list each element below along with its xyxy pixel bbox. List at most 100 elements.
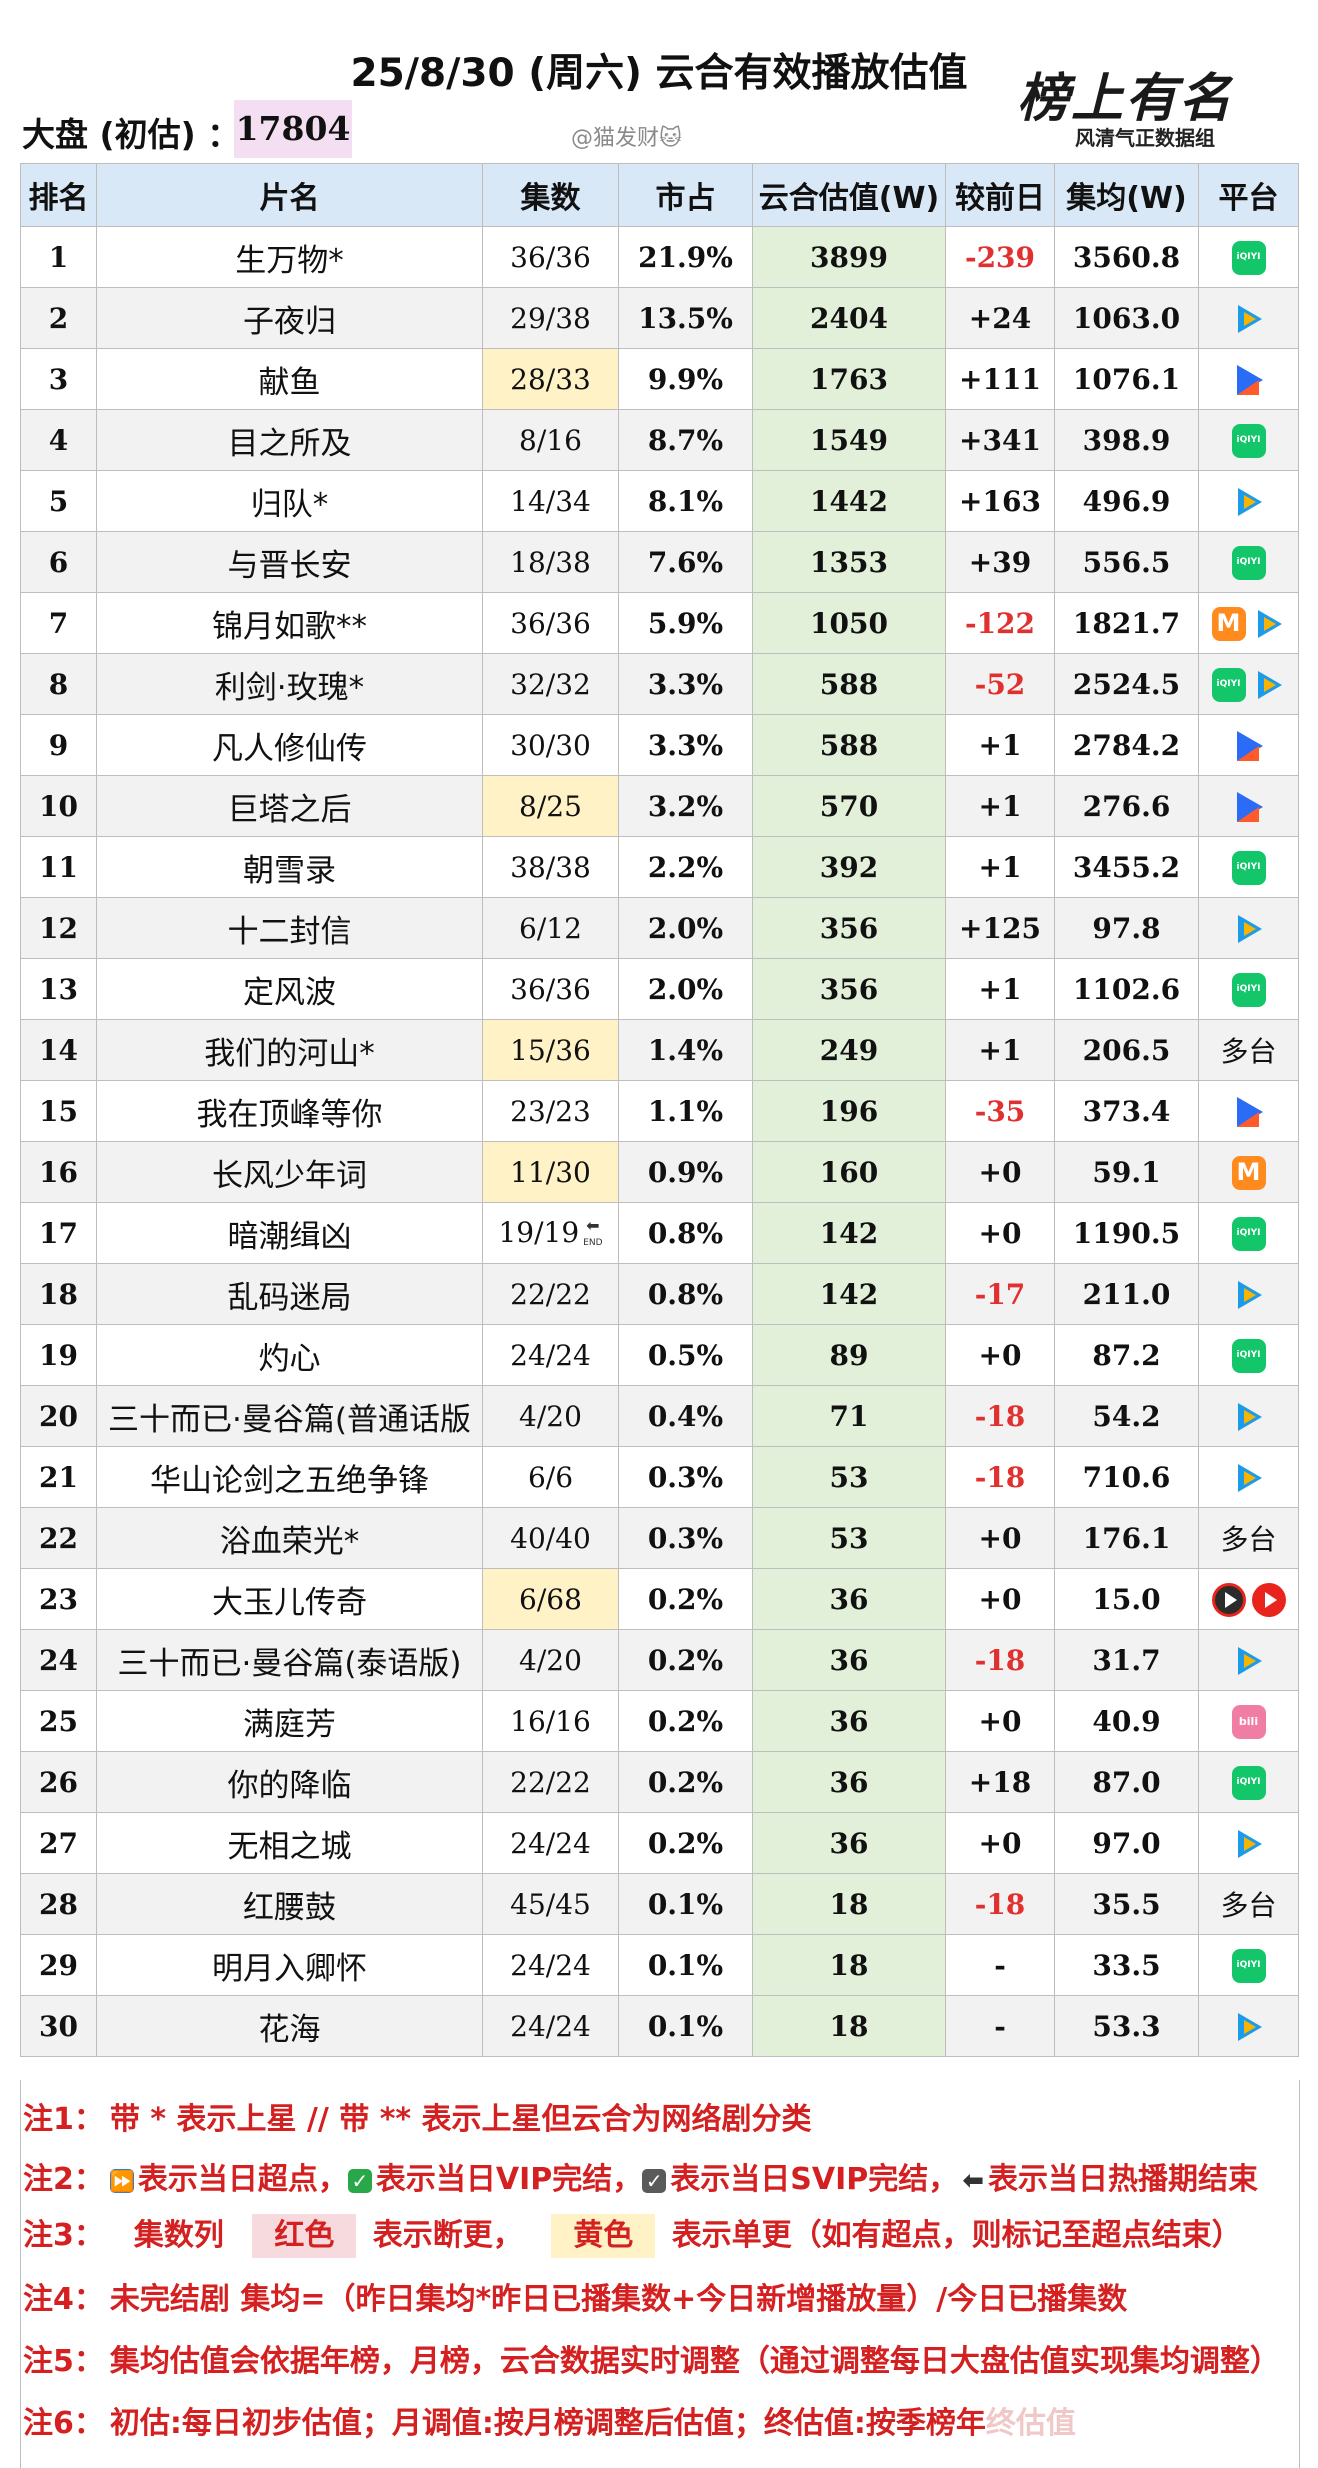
- platform-cell: [1198, 1690, 1299, 1752]
- episodes-cell: 19/19 ⬅ END: [482, 1202, 619, 1264]
- value-cell: 196: [752, 1080, 946, 1142]
- change-cell: +1: [945, 775, 1055, 837]
- table-row: 16 长风少年词 11/30 0.9% 160 +0 59.1: [20, 1141, 1299, 1203]
- note-2-c: 表示当日SVIP完结，: [670, 2162, 959, 2197]
- header-name: 片名: [96, 163, 483, 227]
- change-cell: -35: [945, 1080, 1055, 1142]
- header-change: 较前日: [945, 163, 1055, 227]
- share-cell: 0.1%: [618, 1873, 753, 1935]
- end-arrow-icon: ⬅ END: [583, 1216, 603, 1249]
- table-row: 14 我们的河山* 15/36 1.4% 249 +1 206.5 多台: [20, 1019, 1299, 1081]
- episodes-text: 36/36: [510, 606, 591, 640]
- average-cell: 496.9: [1054, 470, 1199, 532]
- platform-cell: [1198, 836, 1299, 898]
- platform-cell: 多台: [1198, 1019, 1299, 1081]
- value-cell: 36: [752, 1751, 946, 1813]
- tencent-video-icon: [1252, 668, 1286, 702]
- average-cell: 54.2: [1054, 1385, 1199, 1447]
- end-arrow-icon: ⬅: [962, 2166, 985, 2196]
- change-cell: +0: [945, 1812, 1055, 1874]
- episodes-text: 36/36: [510, 240, 591, 274]
- average-cell: 40.9: [1054, 1690, 1199, 1752]
- platform-cell: [1198, 226, 1299, 288]
- rank-cell: 5: [20, 470, 97, 532]
- average-cell: 710.6: [1054, 1446, 1199, 1508]
- note-2-label: 注2：: [23, 2162, 104, 2197]
- table-row: 1 生万物* 36/36 21.9% 3899 -239 3560.8: [20, 226, 1299, 288]
- name-cell: 十二封信: [96, 897, 483, 959]
- name-cell: 长风少年词: [96, 1141, 483, 1203]
- notes: 注1：带 * 表示上星 // 带 ** 表示上星但云合为网络剧分类 注2： ⏩ 表示…: [20, 2080, 1300, 2468]
- logo-subtitle: 风清气正数据组: [1075, 126, 1215, 150]
- table-row: 4 目之所及 8/16 8.7% 1549 +341 398.9: [20, 409, 1299, 471]
- episodes-text: 24/24: [510, 1948, 591, 1982]
- table-row: 9 凡人修仙传 30/30 3.3% 588 +1 2784.2: [20, 714, 1299, 776]
- dapan-label: 大盘 (初估) ：: [22, 115, 241, 154]
- value-cell: 53: [752, 1507, 946, 1569]
- platform-cell: [1198, 714, 1299, 776]
- rank-cell: 17: [20, 1202, 97, 1264]
- episodes-text: 4/20: [519, 1399, 582, 1433]
- change-cell: +0: [945, 1507, 1055, 1569]
- average-cell: 211.0: [1054, 1263, 1199, 1325]
- share-cell: 0.3%: [618, 1507, 753, 1569]
- note-2-a: 表示当日超点，: [137, 2162, 348, 2197]
- average-cell: 1102.6: [1054, 958, 1199, 1020]
- bilibili-icon: [1231, 1704, 1266, 1739]
- platform-cell: [1198, 409, 1299, 471]
- rank-cell: 2: [20, 287, 97, 349]
- change-cell: +39: [945, 531, 1055, 593]
- name-cell: 花海: [96, 1995, 483, 2057]
- platform-cell: [1198, 531, 1299, 593]
- change-cell: -17: [945, 1263, 1055, 1325]
- share-cell: 7.6%: [618, 531, 753, 593]
- table-row: 17 暗潮缉凶 19/19 ⬅ END 0.8% 142 +0 1190.5: [20, 1202, 1299, 1264]
- header-episodes: 集数: [482, 163, 619, 227]
- name-cell: 红腰鼓: [96, 1873, 483, 1935]
- value-cell: 142: [752, 1263, 946, 1325]
- platform-cell: [1198, 592, 1299, 654]
- platform-cell: [1198, 653, 1299, 715]
- rank-cell: 6: [20, 531, 97, 593]
- header-rank: 排名: [20, 163, 97, 227]
- table-row: 6 与晋长安 18/38 7.6% 1353 +39 556.5: [20, 531, 1299, 593]
- average-cell: 276.6: [1054, 775, 1199, 837]
- iqiyi-icon: [1231, 240, 1266, 275]
- platform-text: 多台: [1220, 1523, 1277, 1556]
- table-row: 15 我在顶峰等你 23/23 1.1% 196 -35 373.4: [20, 1080, 1299, 1142]
- name-cell: 无相之城: [96, 1812, 483, 1874]
- episodes-cell: 14/34: [482, 470, 619, 532]
- change-cell: +24: [945, 287, 1055, 349]
- episodes-cell: 28/33: [482, 348, 619, 410]
- change-cell: -18: [945, 1873, 1055, 1935]
- share-cell: 0.8%: [618, 1263, 753, 1325]
- change-cell: +1: [945, 714, 1055, 776]
- change-cell: +18: [945, 1751, 1055, 1813]
- platform-cell: [1198, 1934, 1299, 1996]
- name-cell: 利剑·玫瑰*: [96, 653, 483, 715]
- note-6-tail: 终估值: [985, 2406, 1076, 2441]
- platform-cell: 多台: [1198, 1507, 1299, 1569]
- name-cell: 暗潮缉凶: [96, 1202, 483, 1264]
- platform-cell: [1198, 1812, 1299, 1874]
- platform-cell: [1198, 287, 1299, 349]
- iqiyi-icon: [1231, 545, 1266, 580]
- share-cell: 1.4%: [618, 1019, 753, 1081]
- average-cell: 2784.2: [1054, 714, 1199, 776]
- tencent-video-icon: [1232, 1400, 1266, 1434]
- table-row: 25 满庭芳 16/16 0.2% 36 +0 40.9: [20, 1690, 1299, 1752]
- episodes-cell: 11/30: [482, 1141, 619, 1203]
- value-cell: 36: [752, 1812, 946, 1874]
- value-cell: 18: [752, 1934, 946, 1996]
- episodes-cell: 29/38: [482, 287, 619, 349]
- table-row: 19 灼心 24/24 0.5% 89 +0 87.2: [20, 1324, 1299, 1386]
- episodes-cell: 22/22: [482, 1751, 619, 1813]
- episodes-text: 29/38: [510, 301, 591, 335]
- table-row: 20 三十而已·曼谷篇(普通话版 4/20 0.4% 71 -18 54.2: [20, 1385, 1299, 1447]
- table-row: 29 明月入卿怀 24/24 0.1% 18-33.5: [20, 1934, 1299, 1996]
- value-cell: 570: [752, 775, 946, 837]
- table-row: 22 浴血荣光* 40/40 0.3% 53 +0 176.1 多台: [20, 1507, 1299, 1569]
- note-5: 注5： 集均估值会依据年榜，月榜，云合数据实时调整（通过调整每日大盘估值实现集均调…: [23, 2336, 1280, 2380]
- name-cell: 定风波: [96, 958, 483, 1020]
- name-cell: 三十而已·曼谷篇(普通话版: [96, 1385, 483, 1447]
